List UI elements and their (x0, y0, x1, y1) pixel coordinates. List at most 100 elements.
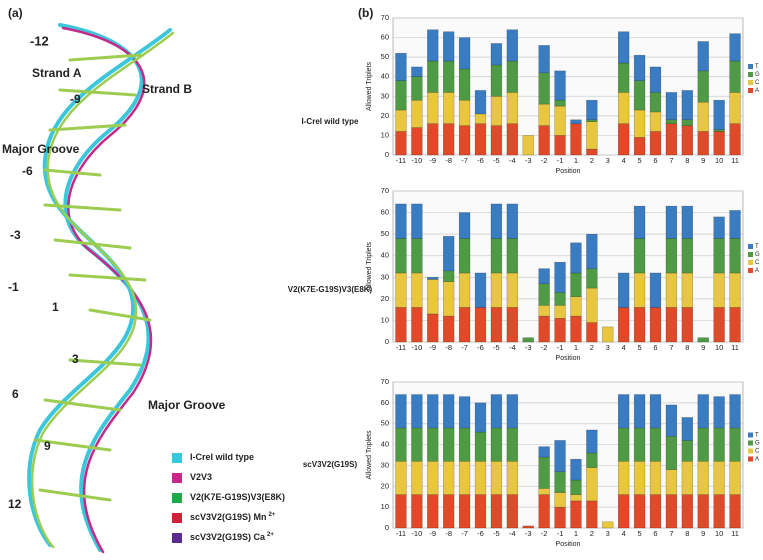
bar-segment (649, 427, 662, 462)
bar-segment (618, 494, 630, 529)
bar-segment (697, 461, 709, 495)
y-tick-label: 40 (381, 72, 389, 81)
legend-text: V2(K7E-G19S)V3(E8K) (190, 492, 285, 502)
bar-segment (665, 494, 678, 529)
legend-label: G (755, 72, 760, 78)
x-tick-label: 6 (653, 529, 657, 538)
bar-segment (427, 277, 439, 280)
bar-segment (443, 461, 455, 495)
bar-segment (681, 125, 693, 156)
bar-segment (458, 238, 471, 274)
x-tick-label: -11 (396, 529, 406, 538)
bar-segment (554, 70, 566, 101)
bar-segment (633, 461, 646, 495)
legend-label: C (755, 449, 760, 455)
x-tick-label: -7 (461, 343, 468, 352)
bar-segment (681, 272, 693, 308)
legend-label: T (755, 64, 759, 70)
bar-segment (411, 127, 423, 156)
bar-segment (411, 66, 423, 77)
x-tick-label: -10 (411, 529, 422, 538)
legend-swatch (748, 268, 753, 273)
x-tick-label: 7 (669, 343, 673, 352)
bar-segment (490, 238, 503, 274)
bar-segment (506, 461, 518, 495)
bar-segment (506, 494, 518, 529)
bar-segment (713, 461, 725, 495)
bar-segment (633, 238, 646, 274)
bar-segment (490, 125, 503, 156)
x-tick-label: -5 (493, 343, 500, 352)
structure-label: -9 (70, 92, 81, 106)
bar-segment (554, 292, 566, 306)
panel-label: (a) (8, 6, 23, 20)
bar-segment (697, 494, 709, 529)
bar-segment (506, 394, 518, 429)
y-axis-label: Allowed Triplets (366, 430, 373, 480)
bar-segment (427, 279, 439, 315)
bar-segment (427, 92, 439, 124)
x-tick-label: 6 (653, 343, 657, 352)
bar-segment (681, 461, 693, 495)
x-tick-label: 10 (715, 156, 723, 165)
x-tick-label: -10 (411, 156, 422, 165)
x-tick-label: 3 (606, 156, 610, 165)
bar-segment (490, 307, 503, 343)
bar-segment (506, 92, 518, 124)
legend-swatch (172, 513, 182, 523)
bar-segment (570, 123, 582, 156)
bar-segment (474, 431, 487, 462)
bar-segment (713, 129, 725, 132)
bar-segment (713, 131, 725, 156)
bar-segment (395, 394, 407, 429)
legend-label: G (755, 441, 760, 447)
bar-segment (713, 272, 725, 308)
bar-segment (633, 137, 646, 156)
bar-segment (490, 461, 503, 495)
x-tick-label: 1 (574, 156, 578, 165)
bar-segment (586, 119, 598, 122)
y-tick-label: 30 (381, 272, 389, 281)
x-tick-label: 11 (731, 343, 739, 352)
bar-segment (458, 212, 471, 239)
bar-segment (554, 506, 566, 529)
bar-segment (474, 402, 487, 433)
x-tick-label: -6 (477, 156, 484, 165)
x-tick-label: 2 (590, 156, 594, 165)
bar-segment (490, 64, 503, 97)
bar-segment (729, 33, 741, 62)
bar-segment (458, 494, 471, 529)
legend-label: G (755, 252, 760, 258)
bar-segment (570, 242, 582, 274)
bar-segment (538, 488, 550, 495)
strand (30, 31, 175, 549)
bar-segment (681, 417, 693, 441)
x-tick-label: 1 (574, 529, 578, 538)
bar-segment (395, 494, 407, 529)
bar-segment (443, 494, 455, 529)
x-tick-label: -11 (396, 343, 406, 352)
bar-segment (427, 313, 439, 343)
bar-segment (697, 394, 709, 429)
y-tick-label: 60 (381, 208, 389, 217)
structure-label: Strand A (32, 66, 82, 80)
bar-segment (490, 203, 503, 239)
bar-segment (649, 66, 662, 93)
bar-segment (570, 272, 582, 297)
bar-segment (443, 31, 455, 62)
y-tick-label: 70 (381, 377, 389, 386)
x-tick-label: -6 (477, 529, 484, 538)
legend-swatch (748, 432, 753, 438)
legend-text: scV3V2(G19S) Mn (190, 512, 267, 522)
x-tick-label: -2 (541, 343, 548, 352)
bar-segment (554, 318, 566, 343)
bar-segment (618, 427, 630, 462)
bar-segment (443, 123, 455, 156)
x-tick-label: 7 (669, 529, 673, 538)
bar-segment (474, 272, 487, 308)
bar-segment (618, 123, 630, 156)
bar-segment (395, 272, 407, 308)
bar-segment (538, 446, 550, 458)
bar-segment (443, 394, 455, 429)
bar-segment (618, 62, 630, 93)
